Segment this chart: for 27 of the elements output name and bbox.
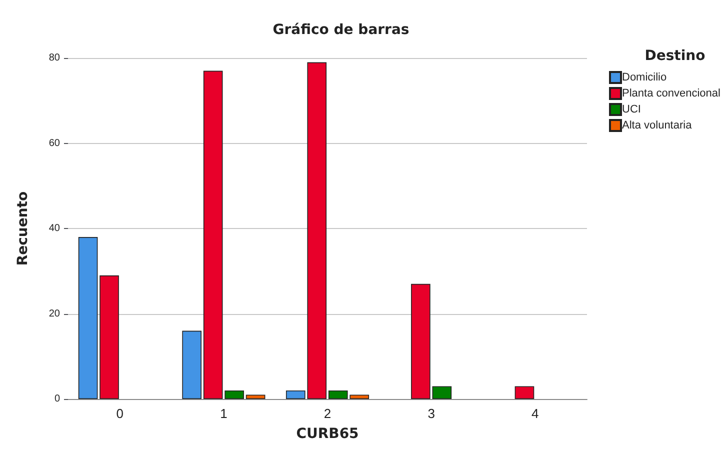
x-tick-label: 0 — [116, 406, 124, 421]
chart-title: Gráfico de barras — [272, 22, 410, 38]
x-tick-label: 2 — [324, 406, 332, 421]
x-tick-label: 4 — [531, 406, 539, 421]
bar — [224, 390, 244, 399]
bar — [246, 394, 266, 399]
bar — [203, 70, 223, 399]
x-axis-title: CURB65 — [296, 426, 359, 442]
legend-title: Destino — [644, 48, 706, 64]
x-tick-label: 1 — [220, 406, 228, 421]
legend-label: Alta voluntaria — [622, 120, 693, 132]
bar — [182, 330, 202, 399]
bar — [411, 284, 430, 399]
y-tick-label: 80 — [48, 52, 60, 64]
bar — [514, 386, 534, 399]
legend-label: Domicilio — [622, 72, 667, 84]
legend-label: Planta convencional — [622, 88, 720, 100]
y-tick-label: 40 — [48, 223, 60, 234]
bar — [100, 275, 119, 399]
y-tick-label: 0 — [54, 394, 60, 404]
bar — [78, 237, 98, 399]
x-tick-label: 3 — [428, 406, 435, 421]
y-axis-title: Recuento — [15, 190, 31, 266]
y-tick-label: 20 — [48, 308, 60, 320]
y-tick-label: 60 — [48, 138, 60, 149]
legend-label: UCI — [622, 104, 641, 116]
bar — [432, 386, 452, 399]
